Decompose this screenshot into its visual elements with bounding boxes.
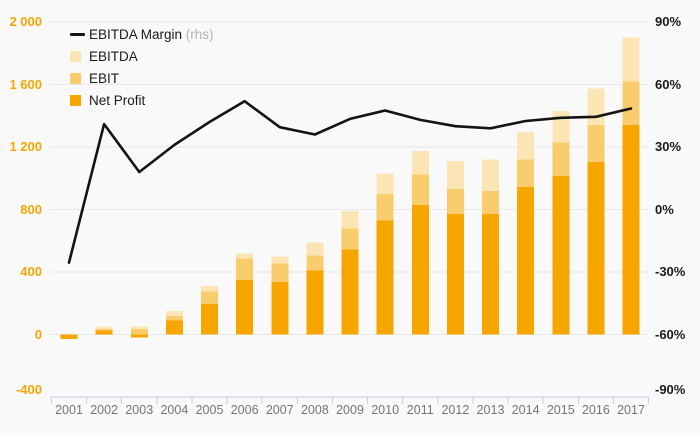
x-year-label-2003: 2003 — [125, 403, 154, 417]
bar-2015-net-profit — [552, 175, 570, 335]
legend-item-net-profit: Net Profit — [70, 89, 214, 111]
bar-2013-net-profit — [482, 214, 499, 335]
square-swatch-icon — [70, 50, 81, 62]
x-year-label-2008: 2008 — [300, 403, 329, 417]
square-swatch-icon — [70, 72, 81, 84]
y-left-label: 400 — [20, 264, 42, 279]
y-left-label: 0 — [34, 326, 42, 342]
x-year-label-2007: 2007 — [265, 403, 294, 417]
ebitda-margin-line — [67, 99, 633, 264]
y-left-label: 1 200 — [9, 139, 42, 154]
y-right-label: -90% — [655, 382, 686, 397]
bar-2006-net-profit — [236, 279, 254, 335]
x-year-label-2002: 2002 — [90, 403, 119, 417]
y-right-label: 90% — [655, 14, 682, 29]
bar-2016-net-profit — [587, 161, 605, 335]
bar-2003-ebit — [130, 329, 148, 335]
bar-2007-net-profit — [271, 282, 289, 335]
legend-label: EBITDA — [89, 48, 138, 64]
bar-2008-net-profit — [306, 270, 324, 335]
x-year-label-2005: 2005 — [195, 403, 224, 417]
x-year-label-2004: 2004 — [160, 403, 189, 417]
legend-label: EBIT — [89, 70, 120, 86]
x-year-label-2011: 2011 — [406, 403, 434, 417]
x-year-label-2013: 2013 — [476, 403, 505, 417]
x-year-label-2017: 2017 — [617, 403, 645, 417]
y-left-label: 800 — [20, 201, 42, 217]
y-left-label: 2 000 — [9, 14, 42, 29]
legend-label: Net Profit — [89, 92, 146, 108]
bar-2014-net-profit — [517, 186, 535, 335]
bar-2011-net-profit — [411, 204, 429, 335]
x-year-label-2014: 2014 — [511, 403, 540, 417]
legend-item-ebit: EBIT — [70, 67, 214, 89]
square-swatch-icon — [70, 94, 81, 106]
legend-item-ebitda-margin: EBITDA Margin (rhs) — [70, 23, 214, 45]
x-year-label-2016: 2016 — [581, 403, 610, 417]
bar-2010-net-profit — [376, 220, 394, 335]
y-right-label: 30% — [655, 139, 682, 154]
y-right-label: -60% — [655, 326, 686, 342]
y-left-label: -400 — [15, 382, 42, 397]
legend-suffix: (rhs) — [182, 26, 214, 42]
legend: EBITDA Margin (rhs) EBITDA EBIT Net Prof… — [70, 23, 214, 111]
x-year-label-2012: 2012 — [441, 403, 470, 417]
y-right-label: 0% — [655, 201, 674, 217]
bar-2017-net-profit — [622, 125, 640, 335]
legend-label: EBITDA Margin — [89, 26, 183, 42]
bar-2009-net-profit — [341, 249, 359, 335]
x-year-label-2009: 2009 — [336, 403, 364, 417]
x-year-label-2015: 2015 — [546, 403, 575, 417]
y-right-label: 60% — [655, 76, 682, 92]
x-year-label-2001: 2001 — [55, 403, 83, 417]
x-year-label-2006: 2006 — [230, 403, 259, 417]
y-right-label: -30% — [655, 264, 686, 279]
bar-2001-net-profit — [60, 334, 78, 340]
bar-2012-net-profit — [446, 214, 464, 335]
y-left-label: 1 600 — [9, 76, 42, 92]
legend-item-ebitda: EBITDA — [70, 45, 214, 67]
x-year-label-2010: 2010 — [371, 403, 400, 417]
bar-2003-net-profit — [130, 334, 148, 338]
bar-2005-net-profit — [201, 304, 218, 335]
bar-2004-net-profit — [165, 320, 183, 335]
line-swatch-icon — [70, 32, 85, 36]
bar-2002-net-profit — [95, 330, 113, 335]
